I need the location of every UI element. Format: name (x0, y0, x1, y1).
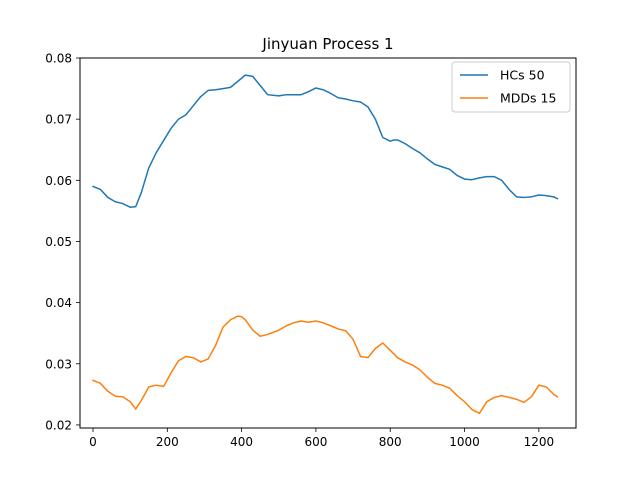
plot-lines (92, 74, 559, 415)
legend: HCs 50 MDDs 15 (451, 61, 571, 113)
y-tick-label: 0.08 (45, 52, 72, 66)
x-tick-label: 400 (230, 435, 253, 449)
series-line-1 (92, 315, 559, 415)
y-tick-label: 0.02 (45, 418, 72, 432)
y-tick-label: 0.06 (45, 174, 72, 188)
x-tick-label: 600 (304, 435, 327, 449)
y-tick-label: 0.03 (45, 357, 72, 371)
x-axis: 0 200 400 600 800 1000 1200 (89, 428, 554, 449)
legend-label-hcs: HCs 50 (500, 68, 545, 83)
y-tick-label: 0.04 (45, 296, 72, 310)
x-tick-label: 0 (89, 435, 97, 449)
x-tick-label: 800 (379, 435, 402, 449)
x-tick-label: 1000 (449, 435, 480, 449)
y-tick-label: 0.05 (45, 235, 72, 249)
series-line-0 (92, 74, 559, 208)
x-tick-label: 200 (156, 435, 179, 449)
axes-frame (79, 57, 577, 429)
x-tick-label: 1200 (524, 435, 555, 449)
y-axis: 0.02 0.03 0.04 0.05 0.06 0.07 0.08 (45, 52, 80, 432)
chart-title: Jinyuan Process 1 (261, 35, 393, 53)
y-tick-label: 0.07 (45, 113, 72, 127)
legend-label-mdds: MDDs 15 (500, 91, 556, 106)
